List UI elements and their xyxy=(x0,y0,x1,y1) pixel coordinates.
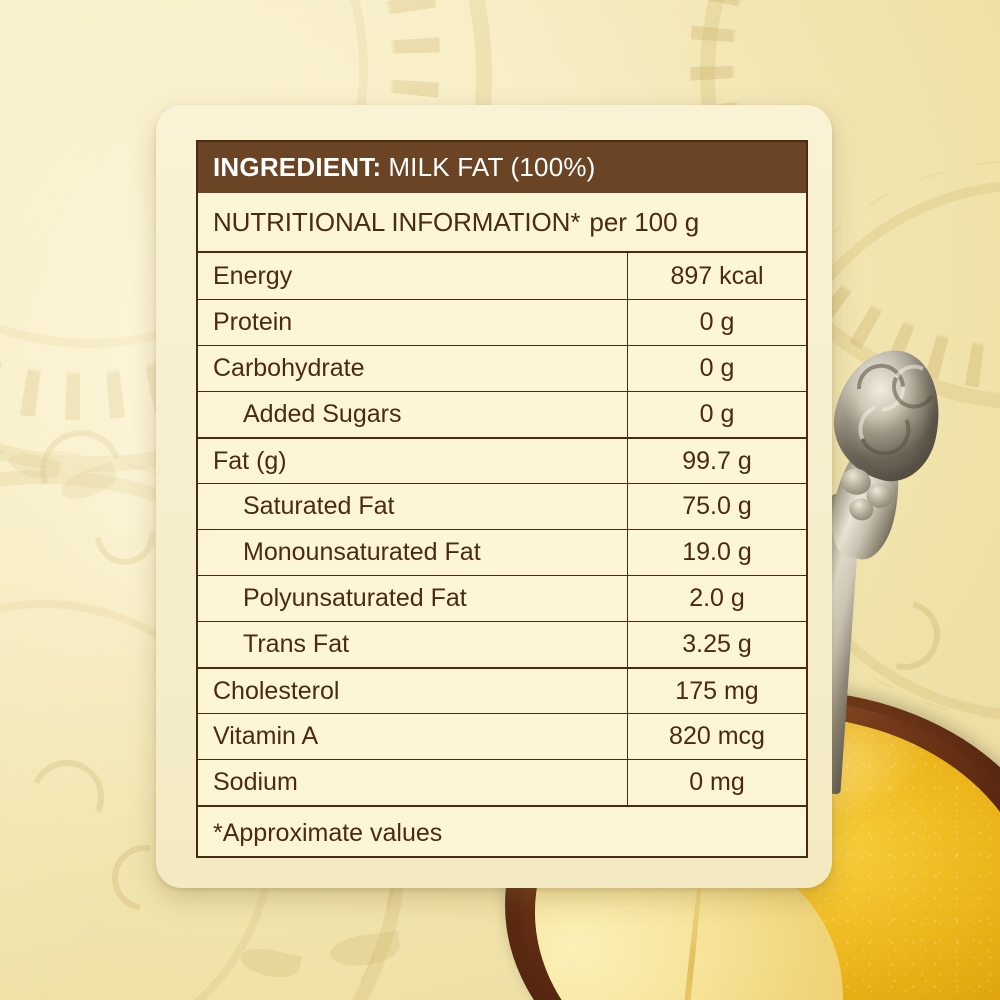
table-row: Sodium 0 mg xyxy=(198,759,806,805)
nutrient-name: Cholesterol xyxy=(198,669,628,713)
table-row: Trans Fat 3.25 g xyxy=(198,621,806,667)
nutrient-value: 0 g xyxy=(699,400,735,428)
table-row: Cholesterol 175 mg xyxy=(198,667,806,713)
nutrition-table: INGREDIENT: MILK FAT (100%) NUTRITIONAL … xyxy=(196,140,808,858)
nutrient-name: Fat (g) xyxy=(198,439,628,483)
ingredient-header: INGREDIENT: MILK FAT (100%) xyxy=(198,142,806,193)
nutrient-name: Added Sugars xyxy=(198,392,628,437)
nutrient-value: 0 g xyxy=(699,308,735,336)
table-row: Vitamin A 820 mcg xyxy=(198,713,806,759)
nutrient-name: Carbohydrate xyxy=(198,346,628,391)
table-row: Monounsaturated Fat 19.0 g xyxy=(198,529,806,575)
nutrition-heading-label: NUTRITIONAL INFORMATION* xyxy=(213,206,581,237)
table-row: Polyunsaturated Fat 2.0 g xyxy=(198,575,806,621)
nutrient-name: Monounsaturated Fat xyxy=(198,530,628,575)
nutrient-value: 75.0 g xyxy=(682,492,752,520)
nutrition-heading: NUTRITIONAL INFORMATION* per 100 g xyxy=(198,193,806,253)
footnote: *Approximate values xyxy=(198,805,806,859)
nutrient-name: Trans Fat xyxy=(198,622,628,667)
table-row: Fat (g) 99.7 g xyxy=(198,437,806,483)
nutrient-value: 0 mg xyxy=(689,768,745,796)
nutrient-name: Saturated Fat xyxy=(198,484,628,529)
nutrient-value: 19.0 g xyxy=(682,538,752,566)
nutrient-name: Polyunsaturated Fat xyxy=(198,576,628,621)
table-row: Energy 897 kcal xyxy=(198,253,806,299)
nutrient-name: Sodium xyxy=(198,760,628,805)
nutrient-value: 3.25 g xyxy=(682,630,752,658)
nutrient-name: Vitamin A xyxy=(198,714,628,759)
nutrient-value: 99.7 g xyxy=(682,446,752,475)
table-row: Saturated Fat 75.0 g xyxy=(198,483,806,529)
nutrition-heading-basis: per 100 g xyxy=(589,206,700,237)
nutrient-name: Protein xyxy=(198,300,628,345)
ingredient-title: INGREDIENT: xyxy=(213,152,382,182)
table-row: Added Sugars 0 g xyxy=(198,391,806,437)
nutrition-label-card: INGREDIENT: MILK FAT (100%) NUTRITIONAL … xyxy=(156,105,832,888)
table-row: Protein 0 g xyxy=(198,299,806,345)
nutrient-value: 0 g xyxy=(699,354,735,382)
nutrient-value: 175 mg xyxy=(675,676,759,705)
table-row: Carbohydrate 0 g xyxy=(198,345,806,391)
ingredient-value: MILK FAT (100%) xyxy=(388,152,596,182)
nutrient-value: 897 kcal xyxy=(670,261,764,290)
nutrient-value: 2.0 g xyxy=(689,584,745,612)
nutrient-name: Energy xyxy=(198,253,628,299)
nutrient-value: 820 mcg xyxy=(669,722,765,750)
